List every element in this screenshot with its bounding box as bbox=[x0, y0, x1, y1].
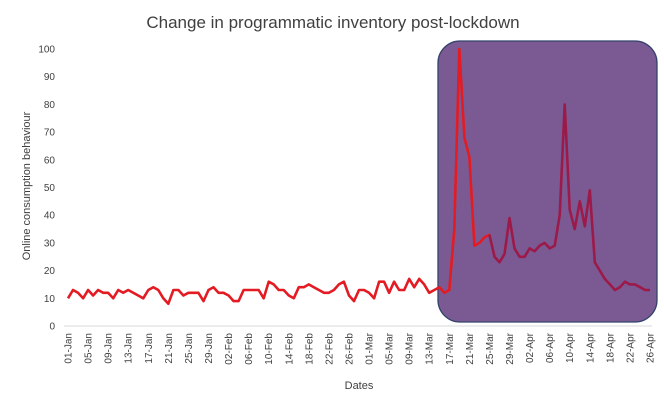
y-tick-label: 70 bbox=[44, 128, 56, 139]
x-tick-label: 22-Apr bbox=[625, 332, 636, 363]
x-tick-label: 29-Mar bbox=[505, 332, 516, 364]
x-tick-label: 26-Apr bbox=[646, 332, 657, 363]
y-tick-label: 50 bbox=[44, 183, 56, 194]
x-tick-label: 01-Mar bbox=[365, 332, 376, 364]
series-layer bbox=[66, 47, 650, 306]
x-tick-label: 02-Apr bbox=[525, 332, 536, 363]
x-tick-label: 26-Feb bbox=[344, 333, 355, 365]
x-tick-label: 17-Mar bbox=[445, 332, 456, 364]
x-tick-label: 10-Apr bbox=[565, 332, 576, 363]
x-tick-label: 14-Feb bbox=[284, 333, 295, 365]
x-tick-label: 10-Feb bbox=[264, 333, 275, 365]
x-tick-label: 21-Mar bbox=[465, 332, 476, 364]
x-tick-label: 13-Mar bbox=[425, 332, 436, 364]
x-tick-label: 05-Mar bbox=[385, 332, 396, 364]
x-tick-label: 22-Feb bbox=[324, 333, 335, 365]
x-tick-label: 25-Jan bbox=[184, 333, 195, 364]
y-tick-label: 60 bbox=[44, 155, 56, 166]
y-axis-ticks: 0 10 20 30 40 50 60 70 80 90 100 bbox=[38, 45, 55, 333]
y-axis-title: Online consumption behaviour bbox=[21, 111, 33, 260]
x-axis-title: Dates bbox=[345, 380, 374, 392]
x-tick-label: 06-Feb bbox=[244, 333, 255, 365]
x-tick-label: 05-Jan bbox=[84, 333, 95, 364]
x-tick-label: 01-Jan bbox=[64, 333, 75, 364]
y-tick-label: 10 bbox=[44, 294, 56, 305]
x-tick-label: 13-Jan bbox=[124, 333, 135, 364]
x-axis-ticks: 01-Jan 05-Jan 09-Jan 13-Jan 17-Jan 21-Jan 25-J… bbox=[64, 332, 657, 365]
x-tick-label: 14-Apr bbox=[585, 332, 596, 363]
x-tick-label: 18-Apr bbox=[605, 332, 616, 363]
x-tick-label: 29-Jan bbox=[204, 333, 215, 364]
y-tick-label: 40 bbox=[44, 211, 56, 222]
series-line-highlighted bbox=[488, 103, 650, 292]
x-tick-label: 21-Jan bbox=[164, 333, 175, 364]
x-tick-label: 02-Feb bbox=[224, 333, 235, 365]
y-tick-label: 80 bbox=[44, 100, 56, 111]
x-tick-label: 18-Feb bbox=[304, 333, 315, 365]
x-tick-label: 17-Jan bbox=[144, 333, 155, 364]
y-tick-label: 100 bbox=[38, 45, 55, 56]
y-tick-label: 20 bbox=[44, 266, 56, 277]
series-line bbox=[66, 47, 491, 306]
x-tick-label: 25-Mar bbox=[485, 332, 496, 364]
y-tick-label: 0 bbox=[49, 322, 55, 333]
x-tick-label: 09-Jan bbox=[104, 333, 115, 364]
chart-title: Change in programmatic inventory post-lo… bbox=[146, 13, 519, 32]
x-tick-label: 06-Apr bbox=[545, 332, 556, 363]
y-tick-label: 30 bbox=[44, 238, 56, 249]
x-tick-label: 09-Mar bbox=[405, 332, 416, 364]
y-tick-label: 90 bbox=[44, 72, 56, 83]
